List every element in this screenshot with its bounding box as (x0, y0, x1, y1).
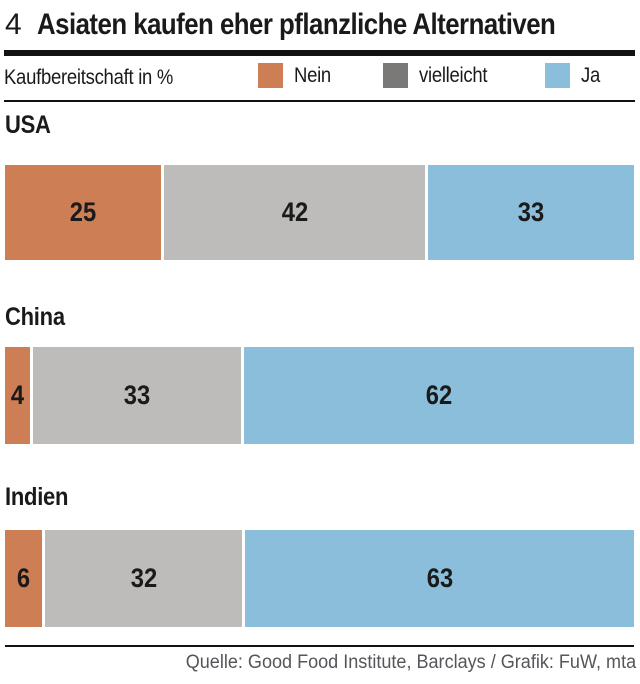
title-divider (4, 50, 635, 56)
legend-swatch-vielleicht (383, 63, 408, 88)
legend-item-label: Nein (294, 63, 331, 87)
bar-segment-vielleicht: 32 (45, 530, 243, 627)
bar-value-label: 6 (16, 563, 31, 593)
bar-segment-ja: 63 (245, 530, 635, 627)
stacked-bar-usa: 25 42 33 (5, 165, 634, 260)
bar-value-label: 33 (123, 380, 151, 410)
bar-value-label: 63 (426, 563, 453, 593)
bar-value-label: 4 (10, 380, 25, 410)
bar-value-label: 25 (69, 197, 97, 227)
bar-segment-vielleicht: 33 (33, 347, 241, 444)
bar-segment-ja: 62 (243, 347, 634, 444)
category-label-text: China (5, 303, 65, 331)
legend-item-ja: Ja (545, 63, 603, 88)
category-label-text: Indien (5, 483, 69, 511)
figure-title-text: Asiaten kaufen eher pflanzliche Alternat… (36, 8, 556, 41)
category-label-china: China (5, 303, 73, 332)
footer-divider (5, 645, 634, 647)
axis-unit-label: Kaufbereitschaft in % (4, 66, 196, 90)
legend-item-nein: Nein (258, 63, 336, 88)
legend-divider (4, 100, 635, 102)
category-label-text: USA (5, 111, 51, 139)
bar-segment-nein: 25 (5, 165, 161, 260)
bar-value-label: 32 (130, 563, 157, 593)
bar-value-label: 42 (281, 197, 308, 227)
bar-segment-vielleicht: 42 (163, 165, 426, 260)
legend-item-label: vielleicht (419, 63, 488, 87)
stacked-bar-indien: 6 32 63 (5, 530, 635, 627)
axis-unit-label-text: Kaufbereitschaft in % (4, 66, 174, 89)
bar-value-label: 33 (517, 197, 545, 227)
bar-segment-nein: 4 (5, 347, 31, 444)
figure-title: 4 Asiaten kaufen eher pflanzliche Altern… (5, 8, 639, 42)
legend-swatch-ja (545, 63, 570, 88)
legend-swatch-nein (258, 63, 283, 88)
stacked-bar-china: 4 33 62 (5, 347, 634, 444)
bar-segment-ja: 33 (428, 165, 634, 260)
legend-item-label: Ja (581, 63, 601, 87)
source-credit-text: Quelle: Good Food Institute, Barclays / … (185, 652, 636, 673)
legend-item-vielleicht: vielleicht (383, 63, 497, 88)
bar-value-label: 62 (425, 380, 453, 410)
category-label-indien: Indien (5, 483, 77, 512)
category-label-usa: USA (5, 111, 57, 140)
bar-segment-nein: 6 (5, 530, 43, 627)
source-credit: Quelle: Good Food Institute, Barclays / … (162, 652, 636, 674)
figure-number: 4 (5, 8, 22, 41)
